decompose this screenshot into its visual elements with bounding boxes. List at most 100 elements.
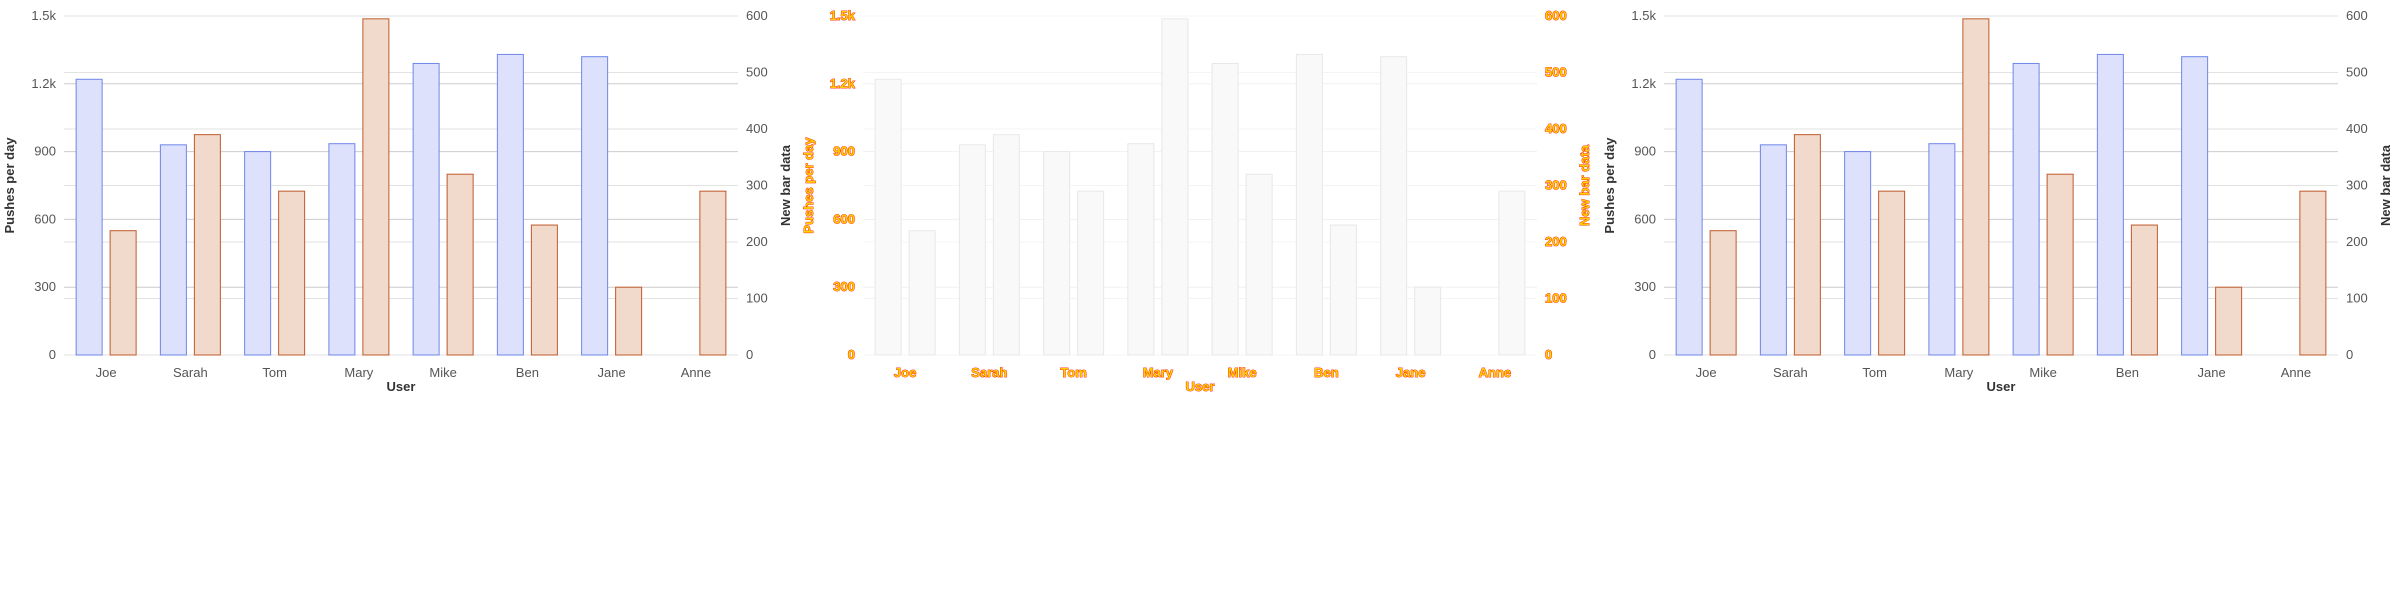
bar-pushes-per-day[interactable] bbox=[958, 144, 986, 356]
bar-new-bar-data[interactable] bbox=[1077, 190, 1105, 356]
y-right-tick-label: 300 bbox=[746, 178, 768, 193]
bar-new-bar-data[interactable] bbox=[362, 18, 390, 356]
bar-new-bar-data[interactable] bbox=[2299, 190, 2327, 356]
y-left-tick-label: 0 bbox=[1649, 347, 1656, 362]
bar-pushes-per-day[interactable] bbox=[496, 53, 524, 356]
bar-new-bar-data[interactable] bbox=[615, 286, 643, 356]
x-category-label: Ben bbox=[516, 365, 539, 380]
y-left-tick-label: 300 bbox=[833, 279, 855, 294]
bar-pushes-per-day[interactable] bbox=[1928, 143, 1956, 356]
bar-pushes-per-day[interactable] bbox=[75, 78, 103, 356]
bar-pushes-per-day[interactable] bbox=[2096, 53, 2124, 356]
bar-pushes-per-day[interactable] bbox=[2181, 56, 2209, 356]
y-right-axis-title: New bar data bbox=[2378, 144, 2393, 226]
y-right-axis-title: New bar data bbox=[778, 144, 793, 226]
bar-pushes-per-day[interactable] bbox=[412, 62, 440, 356]
x-category-label: Joe bbox=[894, 365, 916, 380]
y-right-tick-label: 600 bbox=[746, 8, 768, 23]
y-right-tick-label: 500 bbox=[746, 65, 768, 80]
bar-new-bar-data[interactable] bbox=[2215, 286, 2243, 356]
bar-pushes-per-day[interactable] bbox=[874, 78, 902, 356]
y-left-tick-label: 300 bbox=[1634, 279, 1656, 294]
bar-new-bar-data[interactable] bbox=[1414, 286, 1442, 356]
y-right-tick-label: 400 bbox=[1545, 121, 1567, 136]
y-left-tick-label: 600 bbox=[34, 211, 56, 226]
y-right-tick-label: 400 bbox=[746, 121, 768, 136]
y-left-tick-label: 600 bbox=[833, 211, 855, 226]
bar-new-bar-data[interactable] bbox=[278, 190, 306, 356]
bar-pushes-per-day[interactable] bbox=[1675, 78, 1703, 356]
bar-new-bar-data[interactable] bbox=[908, 230, 936, 356]
bar-new-bar-data[interactable] bbox=[992, 134, 1020, 356]
y-right-tick-label: 0 bbox=[2346, 347, 2353, 362]
bar-new-bar-data[interactable] bbox=[1878, 190, 1906, 356]
y-left-axis-title: Pushes per day bbox=[2, 137, 17, 234]
bar-pushes-per-day[interactable] bbox=[1295, 53, 1323, 356]
bar-new-bar-data[interactable] bbox=[446, 173, 474, 356]
bar-new-bar-data[interactable] bbox=[530, 224, 558, 356]
bar-new-bar-data[interactable] bbox=[1161, 18, 1189, 356]
y-right-tick-label: 200 bbox=[746, 234, 768, 249]
x-category-label: Jane bbox=[2198, 365, 2226, 380]
y-left-axis-title: Pushes per day bbox=[801, 137, 816, 234]
bar-new-bar-data[interactable] bbox=[1709, 230, 1737, 356]
y-left-axis-title: Pushes per day bbox=[1602, 137, 1617, 234]
y-right-tick-label: 300 bbox=[2346, 178, 2368, 193]
bar-pushes-per-day[interactable] bbox=[1844, 151, 1872, 356]
bar-pushes-per-day[interactable] bbox=[244, 151, 272, 356]
x-category-label: Sarah bbox=[971, 365, 1007, 380]
bar-pushes-per-day[interactable] bbox=[581, 56, 609, 356]
x-category-label: Tom bbox=[262, 365, 287, 380]
chart-2: 0 300 600 900 1.2k 1.5k 0 100 200 300 400 500 600 Joe… bbox=[801, 8, 1593, 395]
x-category-label: Anne bbox=[1479, 365, 1512, 380]
x-category-label: Joe bbox=[1696, 365, 1717, 380]
x-category-label: Sarah bbox=[1773, 365, 1808, 380]
bar-new-bar-data[interactable] bbox=[193, 134, 221, 356]
chart-3: 0 300 600 900 1.2k 1.5k 0 100 200 300 400 500 600 Joe… bbox=[1602, 8, 2393, 394]
x-category-label: Ben bbox=[2116, 365, 2139, 380]
bar-new-bar-data[interactable] bbox=[2130, 224, 2158, 356]
bar-pushes-per-day[interactable] bbox=[1380, 56, 1408, 356]
bar-new-bar-data[interactable] bbox=[2046, 173, 2074, 356]
bar-pushes-per-day[interactable] bbox=[1127, 143, 1155, 356]
y-left-tick-label: 1.2k bbox=[31, 76, 56, 91]
y-left-tick-label: 600 bbox=[1634, 211, 1656, 226]
y-right-tick-label: 300 bbox=[1545, 178, 1567, 193]
bar-new-bar-data[interactable] bbox=[1793, 134, 1821, 356]
y-right-tick-label: 500 bbox=[1545, 65, 1567, 80]
y-left-tick-label: 0 bbox=[49, 347, 56, 362]
bar-pushes-per-day[interactable] bbox=[328, 143, 356, 356]
y-right-tick-label: 0 bbox=[1545, 347, 1552, 362]
bar-pushes-per-day[interactable] bbox=[1759, 144, 1787, 356]
x-category-label: Anne bbox=[2281, 365, 2311, 380]
x-category-label: Anne bbox=[681, 365, 711, 380]
bar-new-bar-data[interactable] bbox=[1498, 190, 1526, 356]
bar-new-bar-data[interactable] bbox=[109, 230, 137, 356]
x-category-label: Mike bbox=[1228, 365, 1257, 380]
bar-pushes-per-day[interactable] bbox=[2012, 62, 2040, 356]
x-axis-title: User bbox=[1186, 379, 1215, 394]
y-right-tick-label: 100 bbox=[746, 291, 768, 306]
y-left-tick-label: 1.2k bbox=[1631, 76, 1656, 91]
bar-pushes-per-day[interactable] bbox=[159, 144, 187, 356]
y-left-tick-label: 0 bbox=[848, 347, 855, 362]
y-left-tick-label: 900 bbox=[833, 144, 855, 159]
bar-new-bar-data[interactable] bbox=[1962, 18, 1990, 356]
x-axis-title: User bbox=[387, 379, 416, 394]
x-axis-title: User bbox=[1987, 379, 2016, 394]
y-right-tick-label: 0 bbox=[746, 347, 753, 362]
bar-pushes-per-day[interactable] bbox=[1211, 62, 1239, 356]
y-right-tick-label: 200 bbox=[2346, 234, 2368, 249]
y-left-tick-label: 300 bbox=[34, 279, 56, 294]
bar-new-bar-data[interactable] bbox=[1245, 173, 1273, 356]
x-category-label: Ben bbox=[1314, 365, 1339, 380]
x-category-label: Jane bbox=[598, 365, 626, 380]
bar-pushes-per-day[interactable] bbox=[1043, 151, 1071, 356]
bar-new-bar-data[interactable] bbox=[699, 190, 727, 356]
y-right-tick-label: 100 bbox=[1545, 291, 1567, 306]
x-category-label: Mike bbox=[2029, 365, 2056, 380]
x-category-label: Mike bbox=[429, 365, 456, 380]
bar-new-bar-data[interactable] bbox=[1329, 224, 1357, 356]
y-right-tick-label: 400 bbox=[2346, 121, 2368, 136]
